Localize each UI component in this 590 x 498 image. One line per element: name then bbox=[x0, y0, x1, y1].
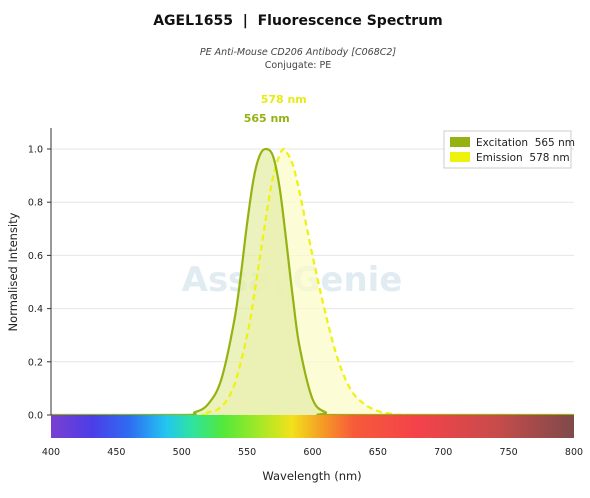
y-tick-label: 0.2 bbox=[28, 357, 43, 368]
legend: Excitation 565 nm Emission 578 nm bbox=[443, 130, 575, 169]
y-tick-label: 0.6 bbox=[28, 251, 43, 262]
series-area-emission bbox=[51, 148, 574, 415]
legend-label-excitation: Excitation 565 nm bbox=[476, 137, 575, 149]
legend-swatch-excitation bbox=[450, 137, 470, 147]
x-tick-label: 800 bbox=[565, 447, 583, 458]
x-tick-label: 450 bbox=[107, 447, 125, 458]
peak-label-emission: 578 nm bbox=[261, 93, 307, 106]
x-axis-label: Wavelength (nm) bbox=[262, 469, 361, 483]
spectrum-areas bbox=[51, 147, 574, 417]
chart-title: AGEL1655 | Fluorescence Spectrum bbox=[153, 13, 443, 29]
x-tick-label: 750 bbox=[500, 447, 518, 458]
x-tick-label: 500 bbox=[173, 447, 191, 458]
peak-labels: 565 nm 578 nm bbox=[244, 93, 307, 125]
y-tick-label: 0.0 bbox=[28, 411, 43, 422]
series-line-excitation bbox=[51, 147, 574, 417]
series-line-emission bbox=[51, 147, 574, 417]
x-tick-label: 700 bbox=[434, 447, 452, 458]
y-tick-label: 0.8 bbox=[28, 198, 43, 209]
legend-label-emission: Emission 578 nm bbox=[476, 152, 570, 164]
x-tick-label: 550 bbox=[238, 447, 256, 458]
conjugate-label: Conjugate: PE bbox=[265, 60, 332, 71]
x-tick-label: 600 bbox=[303, 447, 321, 458]
peak-label-excitation: 565 nm bbox=[244, 112, 290, 125]
x-tick-label: 400 bbox=[42, 447, 60, 458]
legend-swatch-emission bbox=[450, 152, 470, 162]
y-tick-label: 1.0 bbox=[28, 145, 43, 156]
x-tick-label: 650 bbox=[369, 447, 387, 458]
y-axis-label: Normalised Intensity bbox=[6, 212, 20, 331]
wavelength-color-bar bbox=[51, 415, 574, 438]
y-tick-label: 0.4 bbox=[28, 304, 43, 315]
chart-subtitle: PE Anti-Mouse CD206 Antibody [C068C2] bbox=[200, 47, 397, 58]
axis-ticks: 0.0 0.2 0.4 0.6 0.8 1.0 400 450 500 550 600 650 700 7… bbox=[28, 145, 583, 459]
